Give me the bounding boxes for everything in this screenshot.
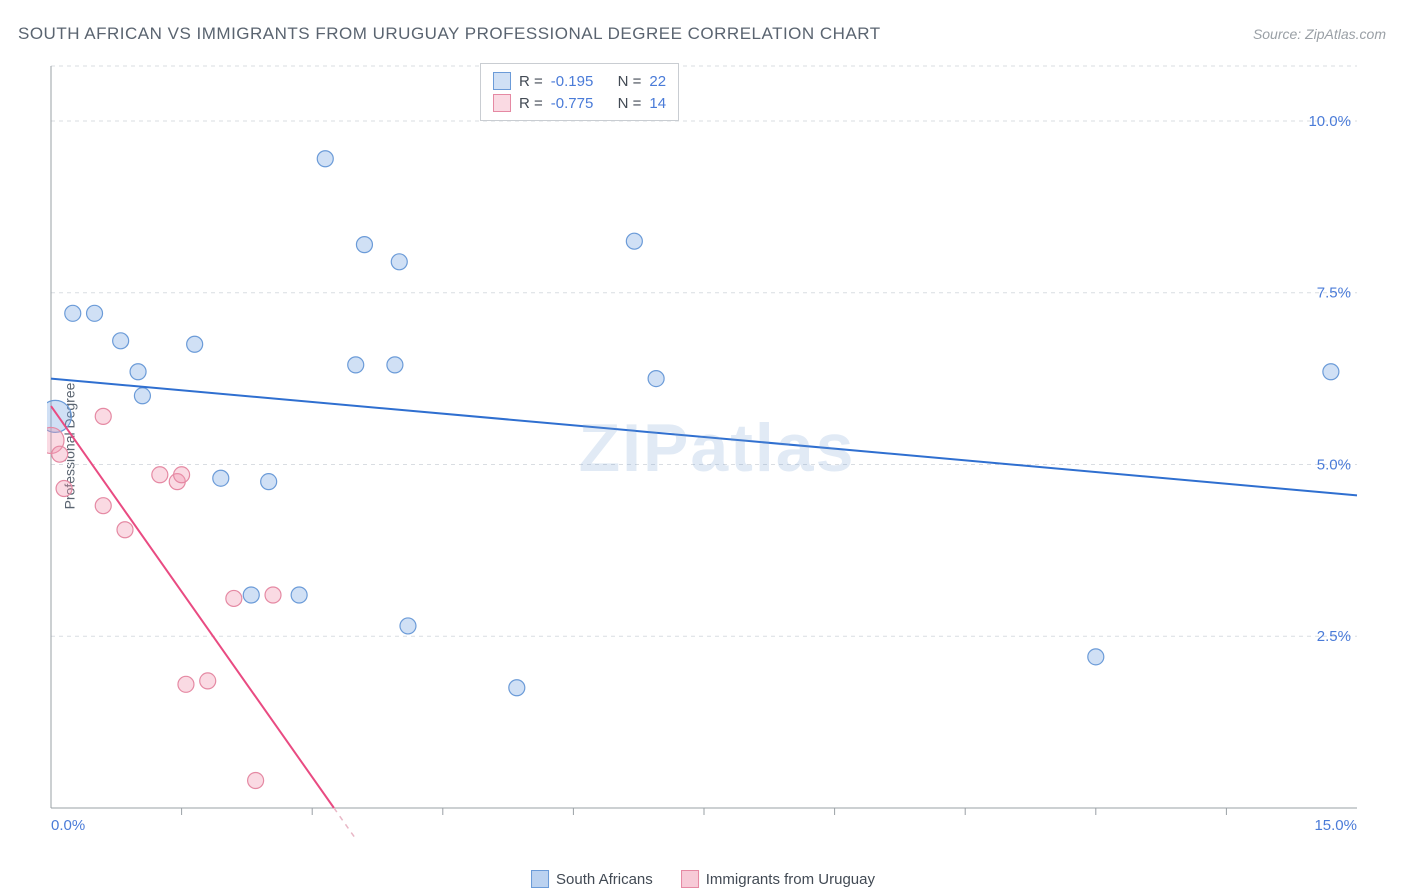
legend-item: Immigrants from Uruguay [681,870,875,888]
legend-swatch [531,870,549,888]
legend-label: South Africans [556,871,653,888]
chart-title: SOUTH AFRICAN VS IMMIGRANTS FROM URUGUAY… [18,24,881,44]
correlation-legend: R = -0.195 N = 22 R = -0.775 N = 14 [480,63,679,121]
n-value: 22 [649,73,666,90]
legend: South Africans Immigrants from Uruguay [531,870,875,888]
legend-swatch [681,870,699,888]
svg-text:0.0%: 0.0% [51,817,85,834]
series-swatch [493,72,511,90]
n-value: 14 [649,95,666,112]
legend-item: South Africans [531,870,653,888]
r-value: -0.775 [551,95,594,112]
series-swatch [493,94,511,112]
svg-text:15.0%: 15.0% [1314,817,1357,834]
svg-text:5.0%: 5.0% [1317,456,1351,473]
legend-label: Immigrants from Uruguay [706,871,875,888]
r-value: -0.195 [551,73,594,90]
svg-text:10.0%: 10.0% [1308,113,1351,130]
correlation-row: R = -0.195 N = 22 [493,70,666,92]
svg-text:2.5%: 2.5% [1317,628,1351,645]
scatter-plot: 2.5% 5.0% 7.5% 10.0% 0.0% 15.0% [47,58,1387,838]
chart-area: 2.5%5.0%7.5%10.0%0.0%15.0% ZIPatlas [47,58,1387,838]
correlation-row: R = -0.775 N = 14 [493,92,666,114]
source-attribution: Source: ZipAtlas.com [1253,26,1386,42]
svg-text:7.5%: 7.5% [1317,285,1351,302]
